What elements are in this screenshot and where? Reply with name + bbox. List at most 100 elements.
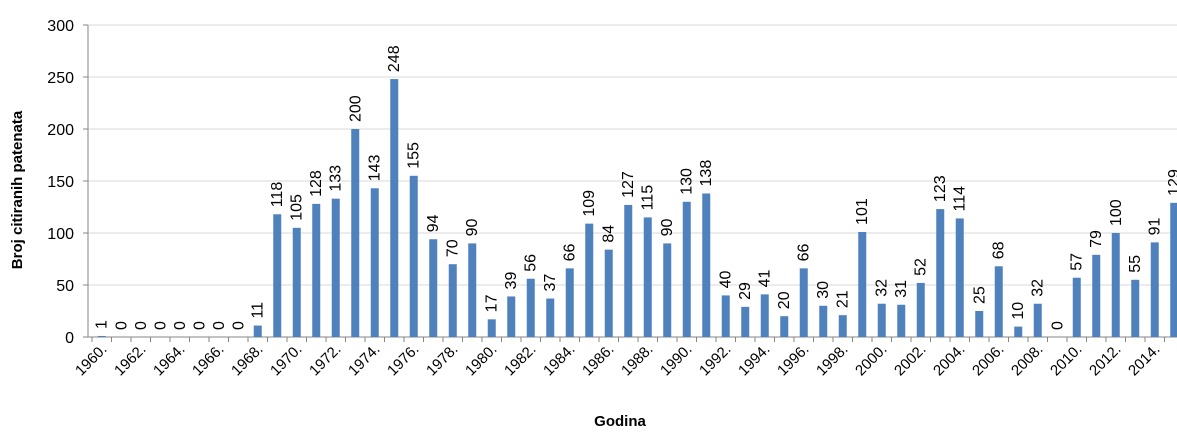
bar xyxy=(292,227,301,337)
data-label: 21 xyxy=(835,290,852,308)
bar xyxy=(604,249,613,337)
bar xyxy=(799,268,808,337)
x-tick-label: 1984. xyxy=(540,341,579,380)
bar xyxy=(468,243,477,337)
x-tick-label: 1968. xyxy=(228,341,267,380)
data-label: 41 xyxy=(757,269,774,287)
bar xyxy=(663,243,672,337)
x-tick-label: 1970. xyxy=(267,341,306,380)
data-label: 91 xyxy=(1147,217,1164,235)
bar xyxy=(916,282,925,337)
data-label: 30 xyxy=(815,281,832,299)
bar xyxy=(1092,254,1101,337)
data-label: 115 xyxy=(640,185,657,211)
x-tick-label: 1998. xyxy=(813,341,852,380)
data-label: 248 xyxy=(386,45,403,72)
data-label: 0 xyxy=(152,321,169,330)
y-tick-label: 300 xyxy=(47,18,74,35)
x-tick-label: 2010. xyxy=(1047,341,1086,380)
data-label: 138 xyxy=(698,160,715,187)
bar xyxy=(1014,326,1023,337)
data-label: 128 xyxy=(308,170,325,197)
data-label: 31 xyxy=(893,280,910,298)
bars xyxy=(97,79,1177,337)
data-label: 133 xyxy=(328,165,345,192)
bar xyxy=(858,231,867,337)
gridlines xyxy=(88,24,1177,338)
bar xyxy=(370,188,379,337)
data-label: 10 xyxy=(1010,302,1027,320)
data-label: 79 xyxy=(1088,230,1105,248)
bar xyxy=(955,218,964,337)
x-tick-label: 2006. xyxy=(969,341,1008,380)
bar xyxy=(429,239,438,337)
data-label: 68 xyxy=(991,241,1008,259)
data-label: 1 xyxy=(94,320,111,329)
bar xyxy=(936,209,945,337)
x-tick-label: 2012. xyxy=(1086,341,1125,380)
data-label: 57 xyxy=(1069,253,1086,271)
data-label: 90 xyxy=(659,219,676,237)
y-axis-title: Broj citiranih patenata xyxy=(9,110,26,269)
x-tick-label: 1990. xyxy=(657,341,696,380)
data-label: 90 xyxy=(464,219,481,237)
data-label: 11 xyxy=(250,302,267,319)
data-label: 114 xyxy=(952,186,969,212)
data-label: 109 xyxy=(581,190,598,217)
bar xyxy=(1111,233,1120,337)
data-label: 155 xyxy=(406,142,423,169)
bar xyxy=(97,335,106,337)
bar xyxy=(1072,277,1081,337)
x-tick-label: 2008. xyxy=(1008,341,1047,380)
data-label: 56 xyxy=(523,254,540,272)
bar xyxy=(780,316,789,337)
data-label: 52 xyxy=(913,258,930,276)
data-label: 100 xyxy=(1108,199,1125,226)
data-label: 0 xyxy=(191,321,208,330)
x-tick-label: 1992. xyxy=(696,341,735,380)
bar xyxy=(546,298,555,337)
x-tick-label: 1986. xyxy=(579,341,618,380)
bar xyxy=(897,304,906,337)
data-label: 25 xyxy=(971,286,988,304)
x-tick-label: 2000. xyxy=(852,341,891,380)
x-tick-label: 1996. xyxy=(774,341,813,380)
y-tick-label: 100 xyxy=(47,226,74,243)
data-label: 105 xyxy=(289,194,306,221)
data-label: 0 xyxy=(230,321,247,330)
bar xyxy=(448,264,457,337)
bar xyxy=(585,223,594,337)
bar xyxy=(1131,279,1140,337)
data-label: 200 xyxy=(347,95,364,122)
bar xyxy=(351,129,360,337)
data-label: 0 xyxy=(133,321,150,330)
x-tick-label: 1972. xyxy=(306,341,345,380)
data-label: 37 xyxy=(542,274,559,292)
y-tick-label: 250 xyxy=(47,70,74,87)
bar xyxy=(273,214,282,337)
data-label: 29 xyxy=(737,282,754,300)
data-label: 101 xyxy=(854,198,871,225)
bar xyxy=(409,175,418,337)
data-label: 66 xyxy=(562,243,579,261)
bar xyxy=(1033,303,1042,337)
bar xyxy=(253,325,262,337)
bar xyxy=(819,305,828,337)
data-label: 66 xyxy=(796,243,813,261)
bar xyxy=(643,217,652,337)
data-label: 0 xyxy=(113,321,130,330)
data-label: 94 xyxy=(425,214,442,232)
bar xyxy=(975,311,984,337)
data-label: 32 xyxy=(874,279,891,297)
x-tick-label: 1994. xyxy=(735,341,774,380)
bar xyxy=(741,306,750,337)
bar xyxy=(565,268,574,337)
data-label: 84 xyxy=(601,225,618,243)
x-tick-label: 2014. xyxy=(1125,341,1164,380)
x-tick-label: 1974. xyxy=(345,341,384,380)
bar xyxy=(838,315,847,337)
data-label: 129 xyxy=(1166,169,1177,196)
